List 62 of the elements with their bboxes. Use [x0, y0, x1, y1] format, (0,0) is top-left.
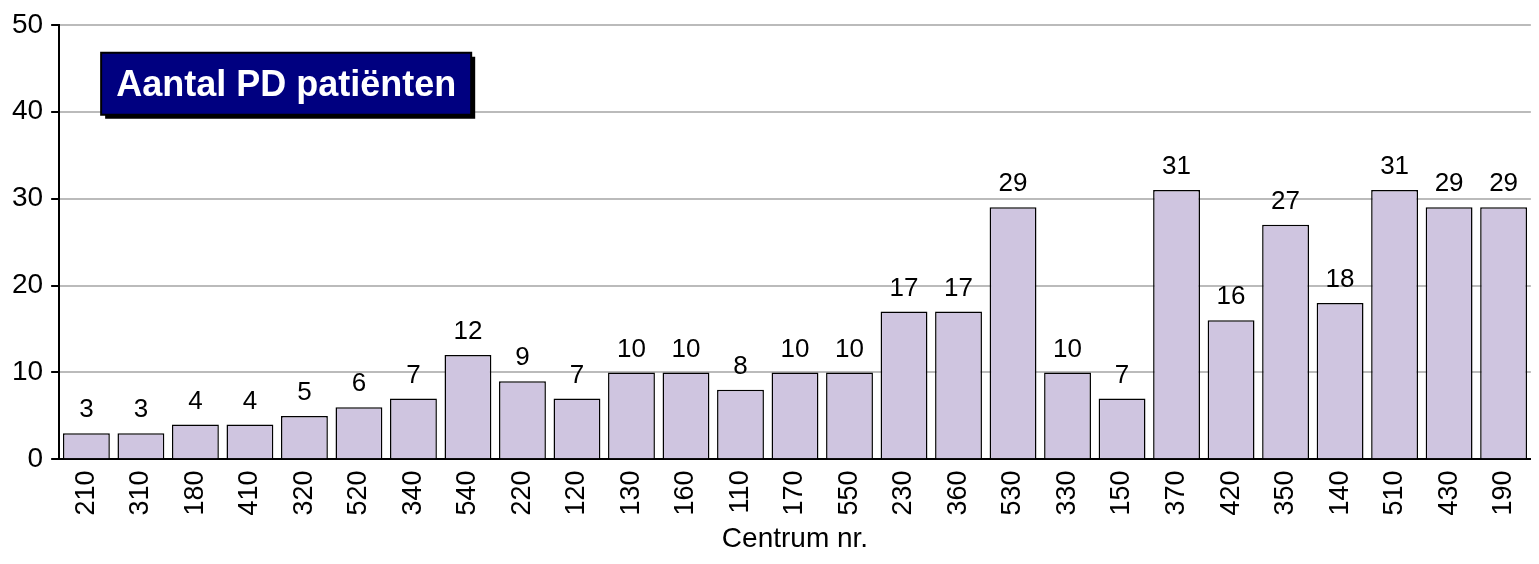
- x-tick-label: 120: [560, 470, 591, 516]
- data-label: 6: [351, 367, 367, 398]
- x-tick-label: 160: [669, 470, 700, 516]
- x-tick-label: 130: [614, 470, 645, 516]
- data-label: 31: [1380, 150, 1410, 181]
- x-tick-label: 210: [69, 470, 100, 516]
- data-label: 27: [1271, 184, 1301, 215]
- y-tick-label: 20: [11, 268, 44, 300]
- data-label: 29: [1489, 167, 1519, 198]
- data-label: 16: [1216, 280, 1246, 311]
- x-tick-label: 320: [287, 470, 318, 516]
- data-label: 29: [1434, 167, 1464, 198]
- x-tick-label: 170: [778, 470, 809, 516]
- x-tick-label: 330: [1050, 470, 1081, 516]
- x-tick-label: 420: [1214, 470, 1245, 516]
- data-label: 5: [297, 376, 312, 407]
- data-label: 29: [998, 167, 1028, 198]
- x-tick-label: 550: [832, 470, 863, 516]
- x-tick-label: 370: [1160, 470, 1191, 516]
- x-tick-label: 110: [723, 470, 754, 514]
- x-tick-label: 190: [1487, 470, 1518, 516]
- data-label: 8: [733, 350, 748, 380]
- x-tick-label: 310: [124, 470, 155, 516]
- text: Aantal PD patiënten: [116, 62, 457, 104]
- x-tick-label: 410: [233, 470, 264, 516]
- x-axis-title: Centrum nr.: [721, 521, 869, 553]
- y-tick-label: 10: [11, 355, 44, 387]
- data-label: 12: [453, 315, 483, 346]
- data-label: 10: [671, 332, 701, 363]
- data-label: 17: [944, 271, 973, 302]
- x-tick-label: 220: [505, 470, 536, 516]
- x-tick-label: 150: [1105, 470, 1136, 516]
- x-tick-label: 180: [178, 470, 209, 516]
- data-label: 10: [617, 332, 646, 363]
- data-label: 7: [406, 358, 421, 389]
- data-label: 10: [780, 332, 810, 363]
- x-tick-label: 540: [451, 470, 482, 516]
- data-label: 3: [79, 393, 94, 424]
- data-label: 9: [515, 341, 530, 372]
- data-label: 4: [242, 384, 258, 415]
- data-label: 3: [133, 393, 149, 424]
- y-tick-label: 40: [11, 94, 44, 126]
- x-tick-label: 430: [1432, 470, 1463, 516]
- x-tick-label: 140: [1323, 470, 1354, 516]
- x-tick-label: 510: [1378, 470, 1409, 516]
- data-label: 10: [1053, 332, 1082, 363]
- x-tick-label: 340: [396, 470, 427, 516]
- x-tick-label: 530: [996, 470, 1027, 516]
- data-label: 18: [1325, 263, 1355, 294]
- data-label: 4: [188, 384, 203, 415]
- x-tick-label: 520: [342, 470, 373, 516]
- y-tick-label: 30: [11, 181, 44, 213]
- y-tick-label: 50: [11, 7, 44, 39]
- data-label: 10: [835, 332, 864, 363]
- y-tick-label: 0: [27, 442, 44, 474]
- data-label: 17: [889, 271, 919, 302]
- data-label: 7: [1114, 358, 1130, 389]
- x-tick-label: 360: [941, 470, 972, 516]
- data-label: 31: [1162, 150, 1192, 181]
- data-label: 7: [569, 358, 585, 389]
- x-tick-label: 230: [887, 470, 918, 516]
- x-tick-label: 350: [1269, 470, 1300, 516]
